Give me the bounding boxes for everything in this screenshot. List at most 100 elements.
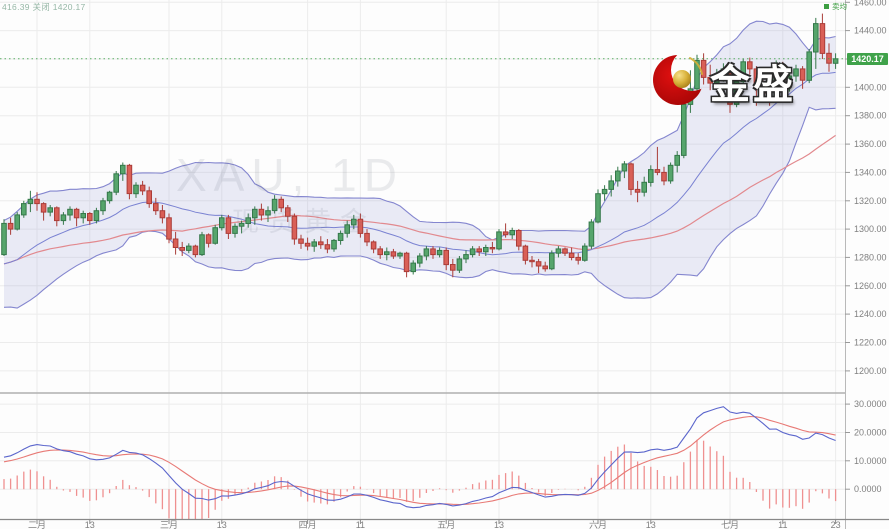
candle-body [747,61,753,70]
macd-axis-label: 0.0000 [854,484,882,494]
candle-body [575,256,582,261]
candle-body [522,245,529,261]
candle-body [7,222,14,230]
candle-body [232,225,238,234]
candle-body [179,247,185,251]
candle-body [436,249,443,256]
candle-body [34,198,40,205]
candle-body [549,252,555,270]
candle-body [813,23,819,53]
candle-body [568,252,575,258]
candle-body [628,163,634,190]
candle-body [80,213,87,219]
price-axis-label: 1260.00 [854,281,887,291]
candle-body [489,247,496,250]
candle-body [786,75,793,84]
candle-body [450,264,456,271]
candle-body [819,23,826,54]
candle-body [219,217,225,229]
legend-color-swatch [824,4,829,9]
candle-body [483,247,489,253]
candle-body [47,207,54,213]
candle-body [344,224,350,234]
candle-body [476,248,482,253]
candle-body [166,217,172,240]
candle-body [826,52,832,64]
price-axis-label: 1280.00 [854,252,887,262]
candle-body [364,232,370,243]
candle-body [265,210,271,216]
brand-name-text: 金盛 [710,63,796,107]
candle-body [681,103,687,156]
candle-body [245,217,251,225]
candle-body [806,51,813,81]
macd-axis-label: 30.0000 [854,399,887,409]
candle-body [430,248,436,256]
macd-dif-line [3,406,836,509]
macd-axis-label: 20.0000 [854,428,887,438]
candle-body [740,61,747,83]
time-axis-label: 13 [494,520,504,529]
candle-body [100,200,106,212]
candle-body [357,218,364,234]
legend-label: 卖均 [832,2,847,11]
candle-body [562,248,568,254]
candle-body [390,251,397,257]
time-axis-label: 13 [85,520,95,529]
time-axis-label: 三月 [160,520,178,529]
price-axis-label: 1340.00 [854,167,887,177]
price-axis-label: 1360.00 [854,139,887,149]
position-info-text: 416.39 关闭 1420.17 [2,2,86,12]
candle-body [212,227,218,244]
candle-body [403,252,410,273]
candle-body [153,203,159,212]
watermark-subtitle-text: 现货黄金 [232,207,376,237]
candle-body [509,230,515,236]
candle-body [324,244,331,250]
candle-body [654,169,661,173]
candle-body [278,198,284,209]
macd-signal-line [3,415,836,506]
candle-body [733,81,740,105]
crescent-logo-icon [653,55,703,105]
price-axis-label: 1380.00 [854,111,887,121]
candle-body [707,76,714,84]
candle-body [535,261,542,267]
candle-body [641,181,648,193]
candle-body [331,239,337,250]
candle-body [463,254,469,260]
time-axis-label: 四月 [299,520,317,529]
candle-body [727,68,733,105]
candle-body [252,208,258,219]
candle-body [542,265,549,270]
time-axis-label: 二月 [28,520,46,529]
candle-body [93,210,100,222]
candle-body [205,234,212,244]
candle-body [674,154,681,166]
broker-logo: 金盛 [652,50,793,108]
candle-body [120,164,126,175]
bollinger-band-fill [4,21,836,309]
candle-body [799,68,806,81]
candle-body [139,184,146,192]
candle-body [773,64,780,100]
candle-body [146,190,152,205]
time-axis-label: 13 [217,520,227,529]
candle-body [648,169,654,183]
candle-body [54,207,60,222]
candle-body [529,259,535,263]
candles-layer [1,13,839,278]
candle-body [384,251,390,256]
candle-body [496,231,502,250]
candle-body [760,88,766,94]
time-axis-label: 23 [831,520,841,529]
bollinger-lower-line [3,106,836,309]
time-axis-label: 六月 [589,519,607,529]
candle-body [714,74,720,84]
candle-body [192,245,199,256]
price-axis-label: 1320.00 [854,196,887,206]
candle-body [615,170,621,182]
candle-body [40,203,47,213]
candle-body [661,171,667,182]
